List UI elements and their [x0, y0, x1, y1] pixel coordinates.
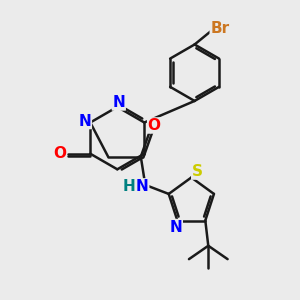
Text: O: O — [148, 118, 161, 133]
Text: H: H — [122, 179, 135, 194]
Text: N: N — [136, 179, 149, 194]
Text: N: N — [112, 95, 125, 110]
Text: O: O — [53, 146, 66, 161]
Text: S: S — [192, 164, 203, 179]
Text: Br: Br — [210, 21, 230, 36]
Text: N: N — [169, 220, 182, 235]
Text: N: N — [79, 113, 91, 128]
